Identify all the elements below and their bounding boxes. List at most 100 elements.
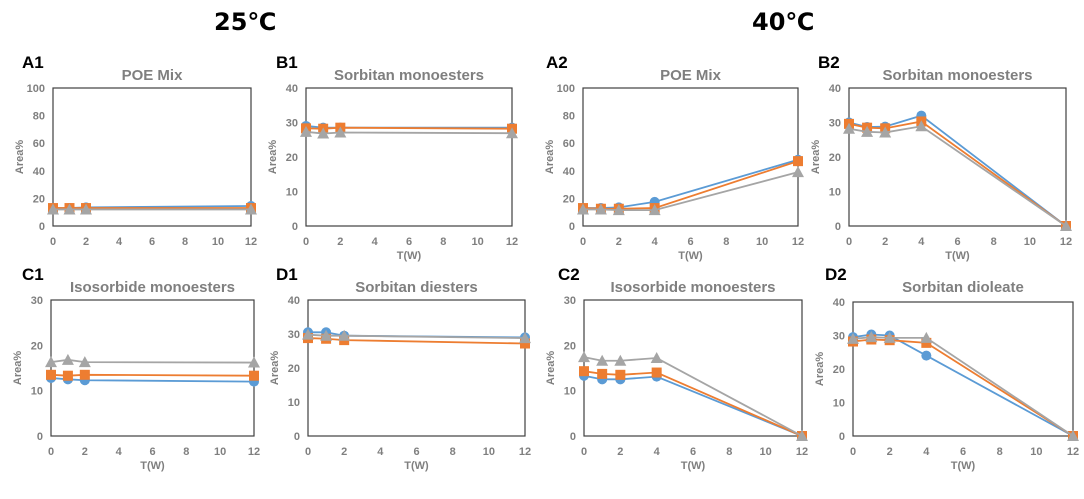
- x-tick-label: 10: [760, 446, 772, 458]
- series-1-line: [583, 374, 803, 437]
- x-tick-label: 2: [617, 446, 623, 458]
- chart-c2: C2 Isosorbide monoesters 0 10 20 30 0 2 4 6 8 10 12 A…: [545, 265, 808, 472]
- panel-c1: C1 Isosorbide monoesters 0 10 20 30 0 2 4 6 8 10 12 A…: [0, 258, 270, 499]
- x-tick-label: 0: [48, 446, 54, 458]
- x-tick-label: 8: [440, 236, 446, 248]
- series-3-line: [852, 336, 1074, 437]
- x-tick-label: 8: [182, 236, 188, 248]
- x-tick-label: 12: [245, 236, 257, 248]
- panel-label: D2: [825, 265, 847, 284]
- y-tick-label: 10: [288, 397, 300, 409]
- x-axis-label: T(W): [945, 250, 970, 262]
- x-tick-label: 6: [687, 236, 693, 248]
- series-2-point: [793, 156, 803, 167]
- series-3-point: [883, 331, 896, 343]
- series-2-point: [62, 370, 73, 381]
- x-tick-label: 6: [406, 236, 412, 248]
- y-tick-label: 0: [835, 221, 841, 233]
- y-tick-label: 0: [37, 431, 43, 443]
- y-tick-label: 20: [31, 340, 43, 352]
- series-3-line: [848, 125, 1067, 227]
- y-tick-label: 10: [31, 386, 43, 398]
- chart-title: Sorbitan monoesters: [334, 67, 484, 84]
- x-tick-label: 12: [1067, 446, 1079, 458]
- series-3-point: [78, 356, 91, 368]
- chart-title: POE Mix: [660, 67, 722, 84]
- x-axis-label: T(W): [397, 250, 422, 262]
- series-2-line: [50, 373, 255, 377]
- y-tick-label: 10: [833, 398, 845, 410]
- x-tick-label: 8: [726, 446, 732, 458]
- x-tick-label: 2: [616, 236, 622, 248]
- panel-label: B2: [818, 53, 840, 72]
- panel-label: C1: [22, 265, 44, 284]
- series-3-point: [792, 166, 804, 178]
- x-axis-label: T(W): [681, 460, 706, 472]
- y-axis-label: Area%: [267, 140, 279, 174]
- x-tick-label: 2: [83, 236, 89, 248]
- series-3-point: [45, 356, 57, 368]
- x-tick-label: 4: [918, 236, 925, 248]
- y-tick-label: 20: [833, 364, 845, 376]
- series-2-line: [305, 126, 513, 130]
- series-3-point: [920, 331, 933, 343]
- series-3-point: [519, 332, 531, 344]
- y-axis-label: Area%: [810, 140, 822, 174]
- panel-b2: B2 Sorbitan monoesters 0 10 20 30 40 0 2 4 6 8 10 12 A…: [803, 48, 1083, 262]
- series-3-point: [61, 353, 74, 365]
- chart-title: Isosorbide monoesters: [70, 279, 235, 296]
- y-tick-label: 40: [833, 297, 845, 309]
- y-axis-label: Area%: [12, 351, 24, 385]
- panel-label: C2: [558, 265, 580, 284]
- x-tick-label: 2: [882, 236, 888, 248]
- x-tick-label: 10: [756, 236, 768, 248]
- chart-a1: A1 POE Mix 0 20 40 60 80 100 0 2 4 6 8 10 12 Area%: [14, 53, 257, 248]
- heading-25c: 25℃: [214, 8, 277, 36]
- y-tick-label: 10: [829, 187, 841, 199]
- series-2-point: [79, 369, 90, 380]
- series-3-point: [915, 120, 928, 132]
- series-3-point: [648, 204, 661, 216]
- series-3-point: [843, 122, 855, 134]
- series-2-point: [579, 366, 589, 377]
- series-3-point: [879, 126, 892, 138]
- x-tick-label: 8: [450, 446, 456, 458]
- y-tick-label: 40: [829, 83, 841, 95]
- y-tick-label: 20: [829, 152, 841, 164]
- x-tick-label: 0: [580, 236, 586, 248]
- series-2-line: [582, 160, 799, 210]
- chart-title: Sorbitan monoesters: [882, 67, 1032, 84]
- x-tick-label: 10: [1030, 446, 1042, 458]
- x-tick-label: 0: [50, 236, 56, 248]
- chart-title: Isosorbide monoesters: [610, 279, 775, 296]
- series-3-point: [861, 125, 874, 137]
- series-3-point: [248, 356, 260, 368]
- series-3-point: [1067, 430, 1079, 441]
- y-tick-label: 60: [33, 138, 45, 150]
- series-3-point: [334, 126, 347, 138]
- x-tick-label: 10: [212, 236, 224, 248]
- x-tick-label: 4: [652, 236, 659, 248]
- x-tick-label: 6: [960, 446, 966, 458]
- y-tick-label: 10: [564, 386, 576, 398]
- y-tick-label: 20: [288, 363, 300, 375]
- series-2-line: [307, 337, 526, 345]
- y-tick-label: 0: [39, 221, 45, 233]
- y-tick-label: 10: [286, 187, 298, 199]
- x-tick-label: 12: [519, 446, 531, 458]
- y-tick-label: 100: [27, 83, 45, 95]
- x-tick-label: 12: [796, 446, 808, 458]
- chart-title: POE Mix: [122, 67, 184, 84]
- series-3-point: [865, 331, 878, 343]
- plot-area: [50, 299, 255, 437]
- y-tick-label: 20: [563, 193, 575, 205]
- series-2-point: [249, 370, 259, 381]
- panel-d1: D1 Sorbitan diesters 0 10 20 30 40 0 2 4 6 8 10 12 Are…: [262, 258, 532, 499]
- x-tick-label: 8: [991, 236, 997, 248]
- x-tick-label: 2: [341, 446, 347, 458]
- x-tick-label: 6: [690, 446, 696, 458]
- y-tick-label: 0: [570, 431, 576, 443]
- y-tick-label: 20: [33, 193, 45, 205]
- x-tick-label: 4: [654, 446, 661, 458]
- series-2-point: [597, 368, 608, 379]
